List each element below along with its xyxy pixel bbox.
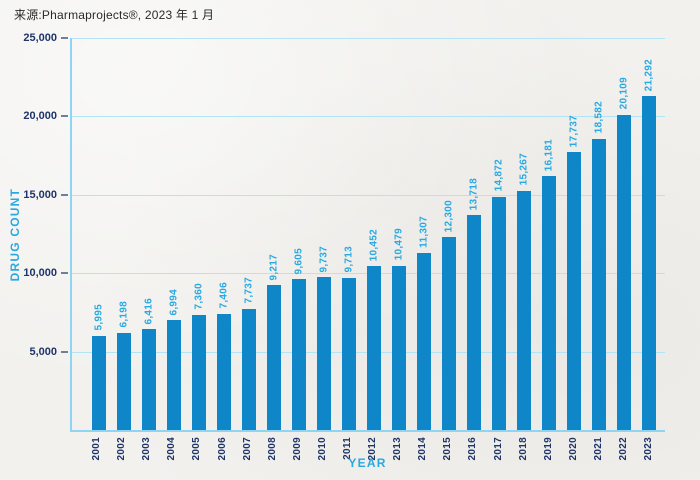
bar-slot: 5,995 bbox=[86, 38, 111, 430]
bar-slot: 7,360 bbox=[186, 38, 211, 430]
bar-value-label: 15,267 bbox=[518, 153, 529, 186]
bar-slot: 12,300 bbox=[436, 38, 461, 430]
bar-value-label: 6,198 bbox=[118, 301, 129, 328]
bar bbox=[291, 279, 306, 430]
bar-value-label: 9,713 bbox=[343, 246, 354, 273]
bar-value-label: 17,737 bbox=[568, 114, 579, 147]
bar bbox=[491, 196, 506, 430]
bar-slot: 6,198 bbox=[111, 38, 136, 430]
bar-slot: 14,872 bbox=[486, 38, 511, 430]
bar-value-label: 9,605 bbox=[293, 247, 304, 275]
bar bbox=[91, 336, 106, 430]
bar bbox=[641, 96, 656, 430]
bar-slot: 21,292 bbox=[636, 38, 661, 430]
bar bbox=[266, 285, 281, 430]
y-axis-tick: 5,000 bbox=[29, 346, 68, 358]
bar-value-label: 12,300 bbox=[443, 199, 454, 233]
y-axis-tick: 15,000 bbox=[23, 189, 68, 201]
bar-slot: 16,181 bbox=[536, 38, 561, 430]
y-axis-tick-mark bbox=[61, 272, 68, 275]
bar bbox=[466, 214, 481, 430]
y-axis-tick-label: 20,000 bbox=[23, 110, 57, 123]
bar bbox=[391, 265, 406, 430]
bar bbox=[341, 277, 356, 430]
bar-slot: 6,416 bbox=[136, 38, 161, 430]
y-axis-tick-mark bbox=[61, 193, 68, 196]
bar-slot: 11,307 bbox=[411, 38, 436, 430]
bar-slot: 10,479 bbox=[386, 38, 411, 430]
bar-slot: 17,737 bbox=[561, 38, 586, 430]
bar-value-label: 6,416 bbox=[143, 297, 154, 325]
y-axis-tick-label: 25,000 bbox=[23, 32, 57, 44]
bar bbox=[216, 313, 231, 430]
bar-value-label: 13,718 bbox=[468, 177, 479, 210]
bar-value-label: 14,872 bbox=[493, 159, 504, 192]
y-axis-tick-mark bbox=[61, 37, 68, 39]
bar-slot: 13,718 bbox=[461, 38, 486, 430]
bar-value-label: 6,994 bbox=[168, 288, 179, 316]
bar-slot: 9,737 bbox=[311, 38, 336, 430]
bar-value-label: 9,217 bbox=[268, 253, 279, 281]
bar-slot: 7,737 bbox=[236, 38, 261, 430]
bar bbox=[191, 314, 206, 430]
bar bbox=[516, 190, 531, 430]
bar bbox=[591, 138, 606, 430]
y-axis-title: DRUG COUNT bbox=[8, 38, 22, 432]
bar bbox=[541, 176, 556, 430]
bar-value-label: 7,737 bbox=[243, 277, 254, 304]
bar-value-label: 7,406 bbox=[218, 282, 229, 309]
bar-value-label: 21,292 bbox=[643, 58, 654, 92]
bar-value-label: 5,995 bbox=[93, 304, 104, 331]
bar bbox=[166, 320, 181, 430]
bar bbox=[241, 308, 256, 430]
y-axis-tick-label: 5,000 bbox=[29, 345, 57, 358]
y-axis-tick-label: 15,000 bbox=[23, 188, 57, 201]
bar-value-label: 7,360 bbox=[193, 283, 204, 310]
bar-value-label: 10,479 bbox=[393, 228, 404, 261]
bar bbox=[441, 237, 456, 430]
bar bbox=[416, 252, 431, 430]
bar-slot: 10,452 bbox=[361, 38, 386, 430]
bar-slot: 7,406 bbox=[211, 38, 236, 430]
bar-slot: 18,582 bbox=[586, 38, 611, 430]
bar-value-label: 18,582 bbox=[593, 101, 604, 134]
bar bbox=[366, 266, 381, 430]
bar-slot: 20,109 bbox=[611, 38, 636, 430]
y-axis-tick-mark bbox=[61, 115, 68, 118]
bar-value-label: 16,181 bbox=[543, 138, 554, 172]
bar bbox=[141, 329, 156, 430]
y-axis-tick: 25,000 bbox=[23, 32, 68, 44]
x-axis-title: YEAR bbox=[348, 456, 387, 470]
bar bbox=[566, 151, 581, 430]
bar-value-label: 11,307 bbox=[418, 215, 429, 248]
bar-slot: 15,267 bbox=[511, 38, 536, 430]
bar-value-label: 10,452 bbox=[368, 228, 379, 262]
bar-value-label: 20,109 bbox=[618, 77, 629, 110]
y-axis-title-text: DRUG COUNT bbox=[8, 188, 22, 282]
y-axis-tick: 10,000 bbox=[23, 267, 68, 279]
bar bbox=[616, 114, 631, 430]
bar-slot: 9,217 bbox=[261, 38, 286, 430]
bars-layer: 5,995 6,198 6,416 6,994 7,360 7,406 7,737 9,217… bbox=[72, 38, 665, 430]
y-axis-tick-mark bbox=[61, 350, 68, 353]
bar bbox=[316, 277, 331, 430]
bar-slot: 6,994 bbox=[161, 38, 186, 430]
y-axis-tick: 20,000 bbox=[23, 110, 68, 122]
bar bbox=[116, 332, 131, 430]
plot-area: 5,000 10,000 15,000 20,000 25,000 5,995 6,198… bbox=[23, 32, 665, 432]
bar-value-label: 9,737 bbox=[318, 245, 329, 273]
source-note: 来源:Pharmaprojects®, 2023 年 1 月 bbox=[14, 8, 215, 22]
bar-slot: 9,605 bbox=[286, 38, 311, 430]
bar-slot: 9,713 bbox=[336, 38, 361, 430]
y-axis-tick-label: 10,000 bbox=[23, 267, 57, 280]
